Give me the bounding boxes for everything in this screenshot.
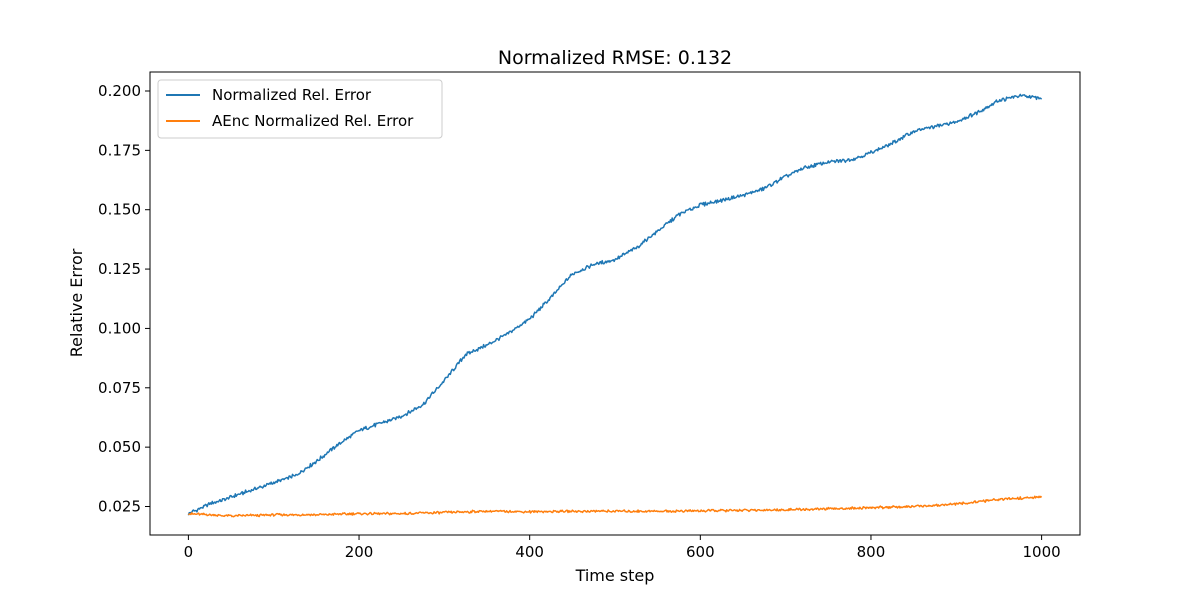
- y-tick-label: 0.100: [98, 319, 141, 337]
- y-tick-label: 0.200: [98, 82, 141, 100]
- legend-label-1: AEnc Normalized Rel. Error: [212, 112, 414, 130]
- ticks: 0 200 400 600 800 1000 0.025 0.050 0.075 0.100 0.1…: [98, 82, 1061, 561]
- chart-title: Normalized RMSE: 0.132: [498, 47, 732, 69]
- plot-area: [187, 93, 1043, 518]
- x-tick-label: 800: [857, 543, 886, 561]
- plot-frame: [149, 71, 1081, 536]
- y-axis-label: Relative Error: [67, 248, 86, 357]
- x-tick-label: 1000: [1023, 543, 1061, 561]
- y-tick-label: 0.075: [98, 379, 141, 397]
- x-axis-label: Time step: [575, 566, 655, 585]
- y-tick-label: 0.025: [98, 498, 141, 516]
- y-tick-label: 0.050: [98, 438, 141, 456]
- legend-box: [157, 79, 443, 139]
- series-line-0: [187, 93, 1043, 516]
- legend-label-0: Normalized Rel. Error: [212, 86, 372, 104]
- y-tick-label: 0.125: [98, 260, 141, 278]
- y-tick-label: 0.150: [98, 201, 141, 219]
- x-tick-label: 200: [345, 543, 374, 561]
- series-line-1: [187, 495, 1043, 518]
- x-tick-label: 0: [184, 543, 194, 561]
- x-tick-label: 600: [686, 543, 715, 561]
- legend: Normalized Rel. Error AEnc Normalized Re…: [157, 79, 443, 139]
- y-tick-label: 0.175: [98, 141, 141, 159]
- x-tick-label: 400: [515, 543, 544, 561]
